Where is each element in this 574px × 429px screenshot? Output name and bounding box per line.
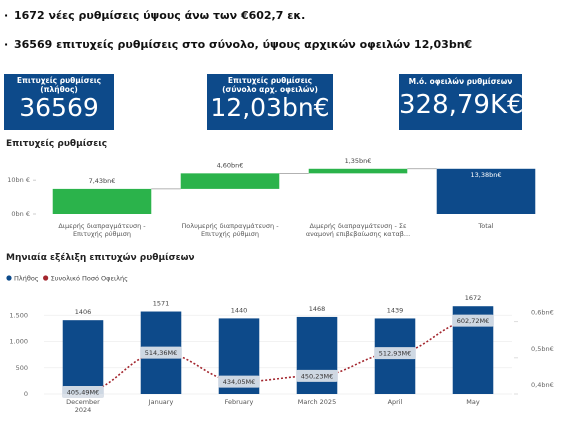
data-label: 1406	[75, 308, 92, 316]
x-tick-label: Διμερής διαπραγμάτευση - Επιτυχής ρύθμισ…	[58, 222, 146, 239]
kpi-label: Επιτυχείς ρυθμίσεις (πλήθος)	[16, 76, 102, 94]
data-label-box	[140, 346, 182, 359]
x-tick-label: Total	[478, 222, 494, 230]
x-tick-label: January	[148, 398, 174, 406]
data-label: 602,72M€	[457, 317, 490, 325]
data-label: 405,49M€	[67, 389, 100, 397]
data-label: 434,05M€	[223, 378, 256, 386]
data-label: 7,43bn€	[89, 177, 116, 185]
y-tick-label: 1.500	[9, 311, 28, 319]
y-tick-label: 10bn €	[7, 176, 30, 184]
x-tick-label: March 2025	[297, 398, 337, 406]
bullet-text: 36569 επιτυχείς ρυθμίσεις στο σύνολο, ύψ…	[14, 38, 473, 51]
bar	[52, 188, 152, 214]
x-tick-label: May	[466, 398, 480, 406]
data-label: 1571	[153, 300, 170, 308]
data-label: 13,38bn€	[471, 171, 502, 179]
data-label-box	[452, 314, 494, 327]
kpi-value: 12,03bn€	[210, 93, 330, 123]
legend-label: Πλήθος	[14, 275, 39, 283]
data-label-box	[296, 369, 338, 382]
chart-title: Μηνιαία εξέλιξη επιτυχών ρυθμίσεων	[6, 253, 195, 263]
bar	[62, 320, 104, 394]
bullet-marker: ·	[4, 38, 9, 51]
bullet-marker: ·	[4, 9, 9, 22]
bar	[436, 168, 536, 214]
data-label: 1,35bn€	[345, 157, 372, 165]
y2-tick-label: 0,6bn€	[531, 309, 554, 317]
x-tick-label: December 2024	[66, 398, 100, 415]
x-tick-label: February	[224, 398, 254, 406]
y-tick-label: 0bn €	[11, 210, 30, 218]
data-label: 4,60bn€	[217, 161, 244, 169]
y-tick-label: 0	[24, 390, 28, 398]
kpi-card: Επιτυχείς ρυθμίσεις (πλήθος) 36569	[4, 74, 114, 130]
bar	[180, 173, 280, 189]
chart-title: Επιτυχείς ρυθμίσεις	[6, 139, 108, 149]
y2-tick-label: 0,5bn€	[531, 345, 554, 353]
data-label-box	[62, 386, 104, 399]
legend-label: Συνολικό Ποσό Οφειλής	[51, 275, 129, 283]
kpi-value: 36569	[19, 93, 99, 123]
data-label: 1672	[465, 294, 482, 302]
kpi-card: Επιτυχείς ρυθμίσεις (σύνολο αρχ. οφειλών…	[207, 74, 333, 130]
data-label: 514,36M€	[145, 349, 178, 357]
x-tick-label: April	[387, 398, 403, 406]
y-tick-label: 1.000	[9, 338, 28, 346]
data-label: 1468	[309, 305, 326, 313]
kpi-label: Μ.ό. οφειλών ρυθμίσεων	[408, 77, 513, 86]
kpi-value: 328,79K€	[399, 89, 524, 120]
legend-marker	[43, 275, 49, 281]
bar	[308, 168, 408, 174]
data-label-box	[374, 347, 416, 360]
legend-marker	[6, 275, 12, 281]
bar	[296, 316, 338, 394]
data-label: 1440	[231, 306, 248, 314]
x-tick-label: Πολυμερής διαπραγμάτευση - Επιτυχής ρύθμ…	[181, 222, 279, 239]
y2-tick-label: 0,4bn€	[531, 381, 554, 389]
data-label: 512,93M€	[379, 350, 412, 358]
kpi-label: Επιτυχείς ρυθμίσεις (σύνολο αρχ. οφειλών…	[222, 76, 318, 94]
data-label-box	[218, 375, 260, 388]
bullet-text: 1672 νέες ρυθμίσεις ύψους άνω των €602,7…	[14, 9, 306, 22]
data-label: 1439	[387, 306, 404, 314]
kpi-card: Μ.ό. οφειλών ρυθμίσεων 328,79K€	[399, 74, 524, 130]
y-tick-label: 500	[16, 364, 28, 372]
x-tick-label: Διμερής διαπραγμάτευση - Σε αναμονή επιβ…	[305, 222, 411, 239]
data-label: 450,23M€	[301, 372, 334, 380]
